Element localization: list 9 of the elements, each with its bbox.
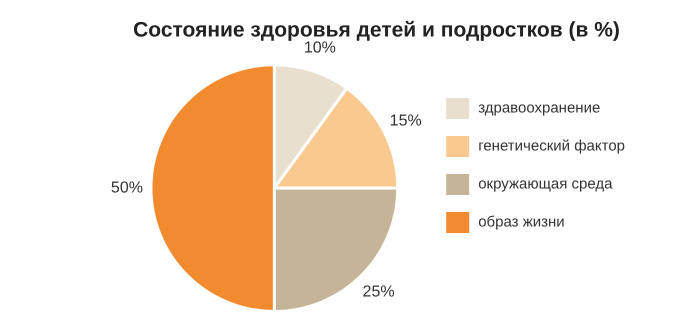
legend-label: здравоохранение bbox=[478, 100, 600, 117]
legend-label: образ жизни bbox=[478, 214, 565, 231]
legend-label: окружающая среда bbox=[478, 176, 614, 193]
legend-label: генетический фактор bbox=[478, 138, 626, 155]
data-label: 15% bbox=[390, 112, 422, 130]
data-label: 10% bbox=[304, 39, 336, 56]
chart-title: Состояние здоровья детей и подростков (в %) bbox=[133, 18, 620, 42]
data-label: 50% bbox=[110, 180, 143, 197]
data-label: 25% bbox=[362, 284, 395, 301]
